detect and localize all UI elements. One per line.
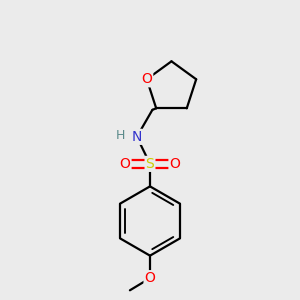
Text: O: O <box>120 157 130 171</box>
Text: N: N <box>132 130 142 144</box>
Text: H: H <box>116 129 125 142</box>
Text: O: O <box>169 157 180 171</box>
Text: S: S <box>146 157 154 171</box>
Text: O: O <box>145 271 155 285</box>
Text: O: O <box>141 72 152 86</box>
